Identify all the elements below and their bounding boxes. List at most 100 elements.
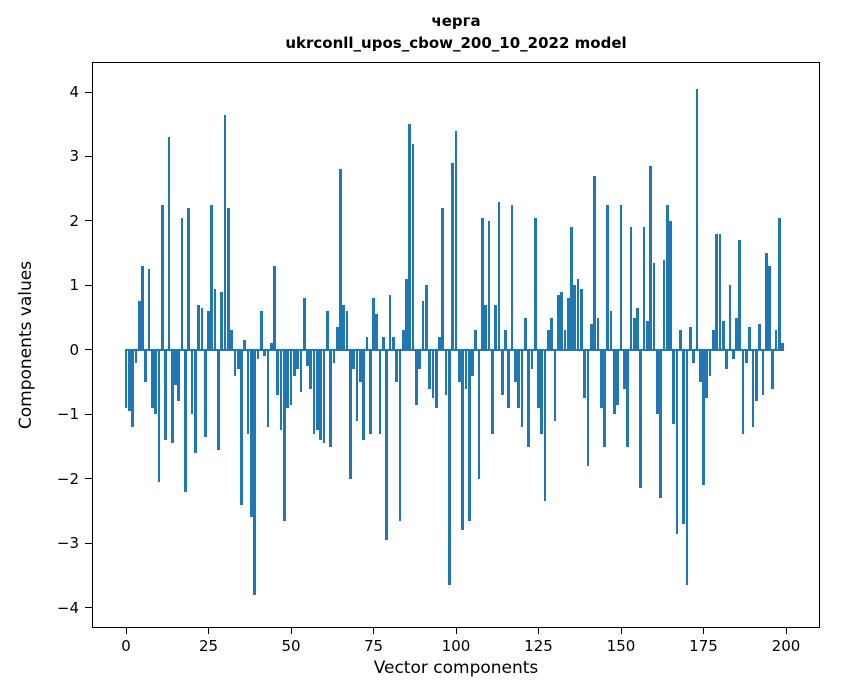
bar: [197, 304, 200, 350]
bar: [335, 327, 339, 350]
y-tick-mark: [85, 478, 92, 480]
bar: [527, 349, 530, 447]
bar: [184, 349, 187, 492]
bar: [388, 295, 392, 350]
bar: [494, 304, 497, 350]
bar: [213, 288, 217, 350]
bar: [415, 349, 418, 405]
bar: [774, 330, 778, 350]
bar: [725, 349, 728, 370]
bar: [398, 349, 402, 521]
bar: [306, 349, 309, 366]
bar: [236, 349, 240, 370]
bar: [751, 349, 755, 428]
x-tick-label: 200: [771, 637, 801, 655]
bar: [190, 349, 194, 415]
bar: [368, 349, 372, 434]
x-tick-label: 150: [606, 637, 636, 655]
bar: [322, 349, 326, 444]
bar: [754, 349, 758, 402]
bar: [342, 304, 346, 350]
bar: [692, 349, 695, 363]
bar: [325, 311, 329, 350]
bar: [177, 349, 181, 402]
y-tick-label: 4: [69, 83, 79, 101]
bar: [715, 233, 718, 350]
x-tick-mark: [290, 627, 292, 634]
bar: [405, 278, 408, 350]
bar: [619, 204, 623, 350]
chart-title: черга ukrconll_upos_cbow_200_10_2022 mod…: [92, 10, 820, 54]
x-tick-mark: [538, 627, 539, 634]
bar: [659, 349, 662, 499]
bar: [217, 349, 220, 450]
bar: [223, 114, 227, 350]
bar: [444, 349, 448, 395]
y-tick-mark: [85, 220, 92, 222]
bar: [391, 336, 395, 350]
bar: [276, 349, 280, 395]
bar: [461, 349, 464, 531]
bar: [642, 227, 646, 350]
y-tick-label: −4: [56, 598, 79, 617]
bar: [547, 330, 550, 350]
bar: [745, 349, 748, 363]
bar: [593, 175, 596, 350]
bar: [523, 317, 527, 350]
bar: [533, 217, 537, 350]
bar: [504, 330, 507, 350]
bar: [124, 349, 128, 408]
bar: [401, 330, 405, 350]
y-tick-label: −3: [56, 534, 79, 553]
bar: [573, 285, 577, 350]
y-tick-mark: [85, 284, 92, 286]
bar: [550, 317, 553, 350]
bar: [596, 317, 600, 350]
bar: [702, 349, 705, 486]
bar: [154, 349, 157, 415]
bar: [679, 330, 682, 350]
bar: [157, 349, 161, 482]
bar: [556, 295, 560, 350]
bar: [487, 220, 491, 350]
bar: [137, 301, 141, 350]
bar: [520, 349, 524, 428]
bar: [131, 349, 134, 428]
x-tick-mark: [125, 627, 127, 634]
bar: [329, 349, 332, 447]
bar: [372, 298, 375, 350]
bar: [141, 266, 144, 350]
bar: [728, 285, 732, 350]
bar: [382, 336, 385, 350]
bar: [781, 343, 784, 350]
x-tick-mark: [208, 627, 209, 634]
bar: [652, 262, 656, 350]
bar: [269, 343, 273, 350]
y-tick-mark: [85, 91, 92, 93]
bar: [312, 349, 316, 434]
bar: [698, 349, 702, 383]
bar: [471, 349, 474, 376]
bar: [302, 298, 306, 350]
bar: [349, 349, 352, 479]
bar: [200, 307, 204, 350]
bar: [395, 349, 398, 383]
bar: [319, 349, 322, 441]
bar: [151, 349, 154, 408]
bar: [530, 349, 534, 370]
bar: [358, 349, 362, 383]
bar: [464, 349, 468, 389]
x-tick-mark: [703, 627, 704, 634]
bar: [164, 349, 167, 441]
bar: [309, 349, 313, 389]
bar: [230, 330, 233, 350]
y-tick-mark: [85, 542, 92, 544]
bar: [424, 285, 428, 350]
bar: [167, 137, 171, 350]
bar: [553, 349, 557, 421]
bar: [474, 330, 478, 350]
y-tick-label: −2: [56, 469, 79, 488]
chart-title-word: черга: [431, 12, 481, 30]
bar: [563, 330, 567, 350]
